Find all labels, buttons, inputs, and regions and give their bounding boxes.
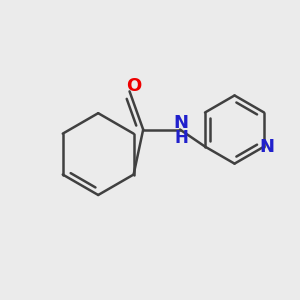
Text: H: H xyxy=(174,129,188,147)
Text: N: N xyxy=(174,114,189,132)
Text: N: N xyxy=(259,138,274,156)
Text: O: O xyxy=(126,77,141,95)
